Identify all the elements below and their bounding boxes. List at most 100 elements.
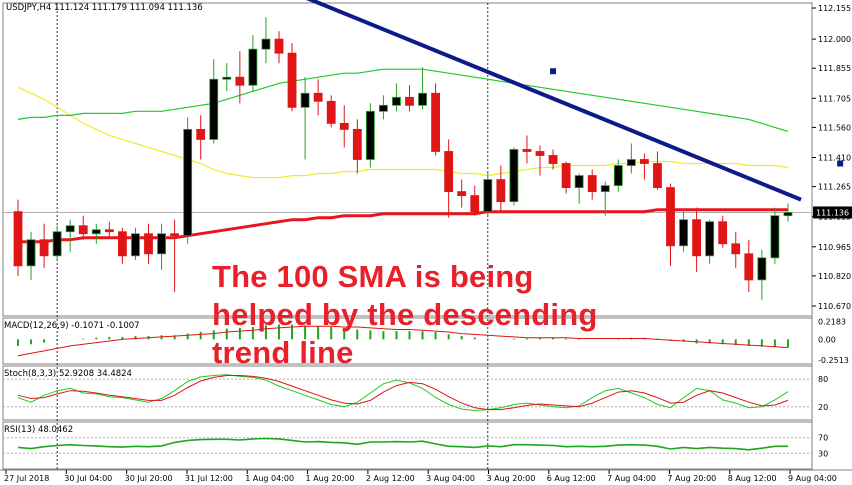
candle-body (104, 229, 114, 233)
candle-body (744, 253, 754, 281)
macd-label: MACD(12,26,9) -0.1071 -0.1007 (4, 321, 140, 331)
current-price-box (813, 206, 852, 219)
rsi-tick-label: 70 (818, 434, 828, 443)
time-tick-label: 30 Jul 20:00 (125, 474, 173, 483)
candle-body (26, 239, 36, 267)
price-tick-label: 111.855 (818, 64, 851, 73)
panel-frame-rsi (2, 421, 813, 470)
candle-body (444, 151, 454, 193)
candle-body (470, 195, 480, 213)
candle-body (13, 211, 23, 267)
price-tick-label: 112.000 (818, 35, 851, 44)
candle-body (522, 149, 532, 152)
rsi-line (17, 437, 788, 451)
candle-body (274, 38, 284, 54)
price-tick-label: 111.265 (818, 183, 851, 192)
current-price-label: 111.136 (816, 208, 849, 217)
candle-body (339, 122, 349, 130)
candle-body (235, 76, 245, 86)
sma-green-line (17, 68, 789, 132)
time-tick-label: 8 Aug 12:00 (728, 474, 777, 483)
candle-body (222, 76, 232, 80)
candle-body (196, 129, 206, 140)
time-tick-label: 7 Aug 20:00 (667, 474, 716, 483)
candle-body (692, 219, 701, 257)
price-tick-label: 111.705 (818, 94, 851, 103)
macd-tick-label: 0.2183 (818, 317, 846, 326)
candle-body (326, 100, 336, 124)
candle-body (118, 231, 127, 257)
macd-signal-line (17, 325, 789, 357)
time-tick-label: 30 Jul 04:00 (64, 474, 112, 483)
candle-body (65, 225, 75, 233)
candle-body (640, 159, 649, 164)
candle-body (313, 92, 323, 102)
stoch-tick-label: 20 (818, 403, 828, 412)
candle-body (731, 243, 741, 255)
candle-body (91, 229, 101, 235)
candle-body (653, 163, 662, 188)
macd-tick-label: 0.00 (818, 335, 836, 344)
trend-line-marker (837, 160, 844, 167)
time-tick-label: 3 Aug 20:00 (486, 474, 535, 483)
chart-title: USDJPY,H4 111.124 111.179 111.094 111.13… (6, 3, 203, 13)
candle-body (431, 92, 441, 152)
candle-body (378, 104, 388, 112)
candle-body (78, 225, 88, 235)
candle-body (509, 149, 519, 203)
time-tick-label: 31 Jul 12:00 (185, 474, 233, 483)
candle-body (248, 48, 258, 86)
candle-body (613, 165, 623, 186)
candle-body (483, 179, 493, 213)
time-tick-label: 2 Aug 12:00 (366, 474, 415, 483)
candle-body (587, 175, 597, 193)
time-tick-label: 6 Aug 12:00 (547, 474, 596, 483)
candle-body (757, 257, 767, 281)
candle-body (209, 78, 219, 140)
trend-line-marker (550, 68, 557, 75)
price-tick-label: 110.965 (818, 243, 851, 252)
stoch-label: Stoch(8,3,3) 52.9208 34.4824 (4, 369, 132, 379)
candle-body (170, 233, 180, 237)
candle-body (300, 92, 310, 108)
candle-body (574, 175, 584, 188)
price-tick-label: 110.820 (818, 272, 851, 281)
candle-body (705, 221, 715, 257)
candle-body (287, 52, 297, 108)
price-tick-label: 111.560 (818, 123, 851, 132)
candle-body (666, 187, 675, 247)
candle-body (496, 179, 506, 203)
candle-body (561, 163, 571, 188)
time-tick-label: 9 Aug 04:00 (788, 474, 837, 483)
annotation-text: The 100 SMA is being helped by the desce… (212, 259, 598, 370)
candle-body (457, 191, 467, 197)
candle-body (783, 212, 793, 217)
sma-yellow-line (17, 86, 789, 179)
candle-body (770, 215, 780, 259)
chart-header: USDJPY,H4 111.124 111.179 111.094 111.13… (6, 3, 203, 13)
candle-body (131, 233, 140, 257)
price-tick-label: 112.155 (818, 4, 851, 13)
candle-body (718, 221, 728, 245)
time-tick-label: 7 Aug 04:00 (607, 474, 656, 483)
candle-body (39, 239, 49, 257)
candle-body (418, 92, 427, 106)
candle-body (600, 185, 610, 193)
candle-body (626, 159, 636, 166)
candle-body (535, 151, 545, 156)
price-tick-label: 110.670 (818, 302, 851, 311)
rsi-label: RSI(13) 48.0462 (4, 425, 74, 435)
macd-tick-label: -0.2513 (818, 356, 849, 365)
candle-body (157, 233, 166, 255)
time-tick-label: 3 Aug 04:00 (426, 474, 475, 483)
stoch-signal-line (17, 375, 789, 411)
time-tick-label: 1 Aug 20:00 (306, 474, 355, 483)
stoch-main-line (17, 374, 789, 412)
candle-body (405, 96, 414, 106)
descending-trend-line (306, 0, 802, 202)
candle-body (548, 155, 558, 164)
candle-body (261, 38, 271, 50)
time-tick-label: 1 Aug 04:00 (245, 474, 294, 483)
candle-body (144, 233, 153, 255)
